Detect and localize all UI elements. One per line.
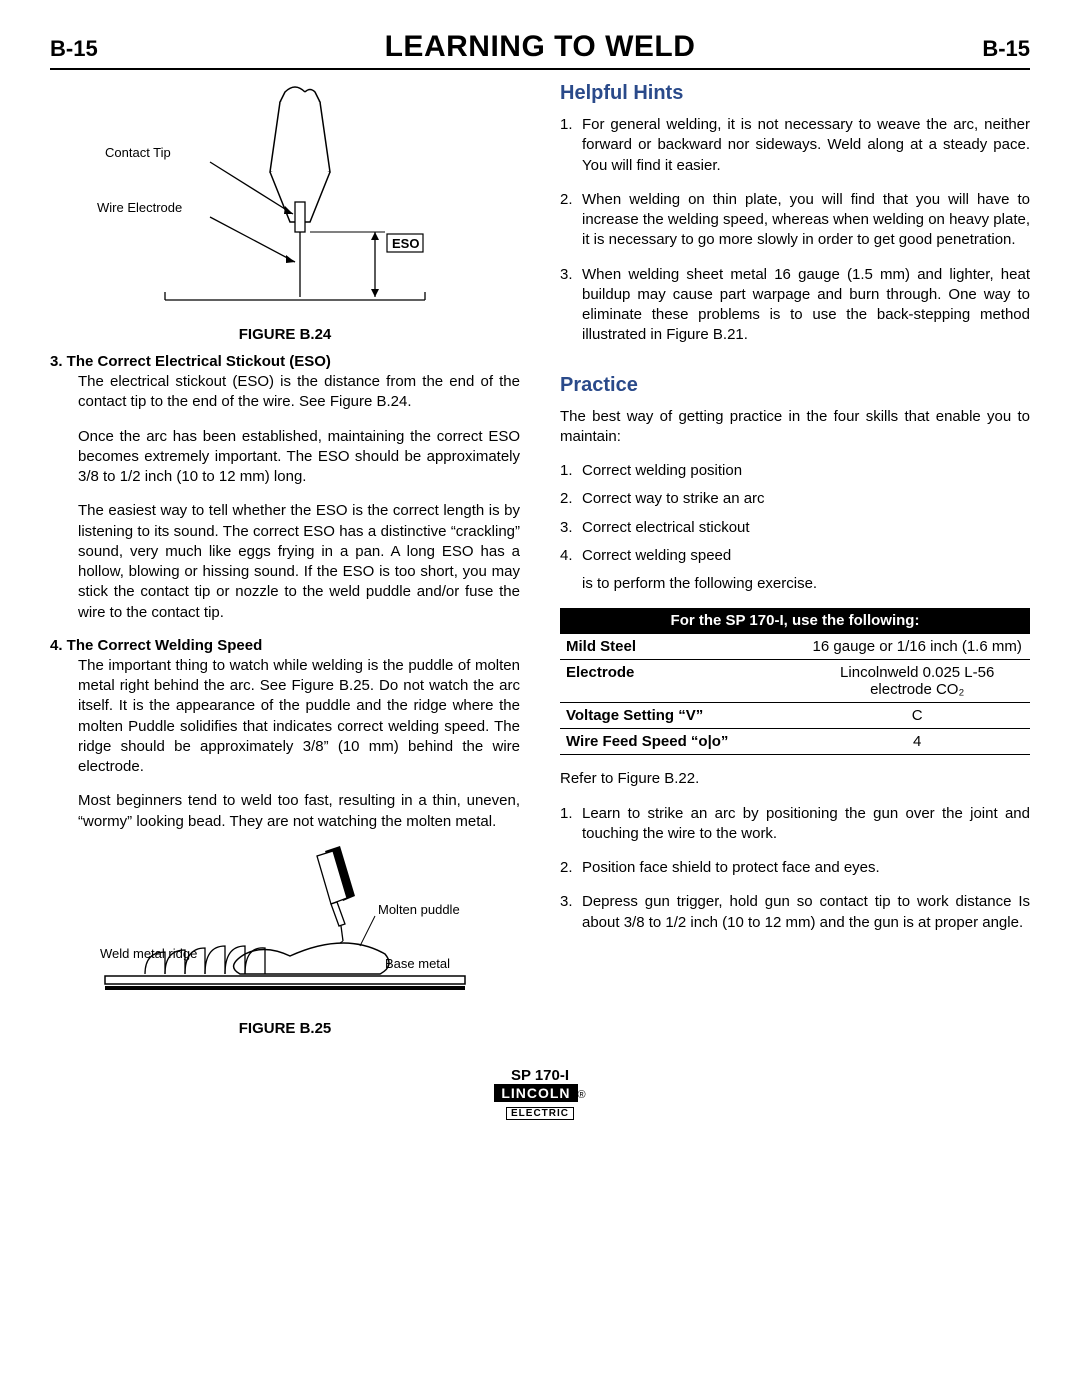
step-1: Learn to strike an arc by positioning th… [582,804,1030,845]
figure-b24-caption: FIGURE B.24 [50,326,520,343]
page-title: LEARNING TO WELD [385,30,696,64]
settings-table: For the SP 170-I, use the following: Mil… [560,608,1030,755]
brand-sub: ELECTRIC [506,1107,574,1120]
step-2: Position face shield to protect face and… [582,858,1030,878]
hint-1: For general welding, it is not necessary… [582,115,1030,176]
label-weld-ridge: Weld metal ridge [100,946,197,961]
helpful-hints-heading: Helpful Hints [560,82,1030,105]
skill-3: Correct electrical stickout [582,518,1030,538]
item4-p1: The important thing to watch while weldi… [78,656,520,778]
refer-text: Refer to Figure B.22. [560,769,1030,789]
practice-outro: is to perform the following exercise. [560,574,1030,594]
hint-3: When welding sheet metal 16 gauge (1.5 m… [582,265,1030,346]
practice-steps: 1.Learn to strike an arc by positioning … [560,804,1030,933]
item3-p2: Once the arc has been established, maint… [78,427,520,488]
hints-list: 1.For general welding, it is not necessa… [560,115,1030,346]
table-row: Voltage Setting “V” C [560,703,1030,729]
row-value: 4 [804,729,1030,755]
hint-2: When welding on thin plate, you will fin… [582,190,1030,251]
table-row: Wire Feed Speed “o|o” 4 [560,729,1030,755]
table-row: Electrode Lincolnweld 0.025 L-56 electro… [560,660,1030,703]
skill-1: Correct welding position [582,461,1030,481]
practice-heading: Practice [560,374,1030,397]
left-column: Contact Tip Wire Electrode ESO FIGURE B.… [50,82,520,1037]
step-3: Depress gun trigger, hold gun so contact… [582,892,1030,933]
page-number-right: B-15 [982,36,1030,62]
skill-4: Correct welding speed [582,546,1030,566]
label-contact-tip: Contact Tip [105,145,171,160]
practice-intro: The best way of getting practice in the … [560,407,1030,448]
figure-b24: Contact Tip Wire Electrode ESO [50,82,520,322]
row-label: Mild Steel [560,634,804,660]
label-eso: ESO [392,236,419,251]
item4-heading: 4. The Correct Welding Speed [50,637,520,654]
item3-heading: 3. The Correct Electrical Stickout (ESO) [50,353,520,370]
figure-b25: Molten puddle Base metal Weld metal ridg… [50,846,520,1016]
row-label: Wire Feed Speed “o|o” [560,729,804,755]
footer-model: SP 170-I [50,1067,1030,1084]
skill-2: Correct way to strike an arc [582,489,1030,509]
row-label: Voltage Setting “V” [560,703,804,729]
row-label: Electrode [560,660,804,703]
row-value: 16 gauge or 1/16 inch (1.6 mm) [804,634,1030,660]
page-number-left: B-15 [50,36,98,62]
practice-skills-list: 1.Correct welding position 2.Correct way… [560,461,1030,566]
item3-p1: The electrical stickout (ESO) is the dis… [78,372,520,413]
figure-b25-caption: FIGURE B.25 [50,1020,520,1037]
brand-logo: LINCOLN [494,1084,577,1102]
page-footer: SP 170-I LINCOLN® ELECTRIC [50,1067,1030,1121]
item4-p2: Most beginners tend to weld too fast, re… [78,791,520,832]
right-column: Helpful Hints 1.For general welding, it … [560,82,1030,1037]
page-header: B-15 LEARNING TO WELD B-15 [50,30,1030,70]
label-wire-electrode: Wire Electrode [97,200,182,215]
row-value: Lincolnweld 0.025 L-56 electrode CO₂ [804,660,1030,703]
table-header: For the SP 170-I, use the following: [560,608,1030,634]
table-row: Mild Steel 16 gauge or 1/16 inch (1.6 mm… [560,634,1030,660]
label-base-metal: Base metal [385,956,450,971]
row-value: C [804,703,1030,729]
item3-p3: The easiest way to tell whether the ESO … [78,501,520,623]
label-molten-puddle: Molten puddle [378,902,460,917]
